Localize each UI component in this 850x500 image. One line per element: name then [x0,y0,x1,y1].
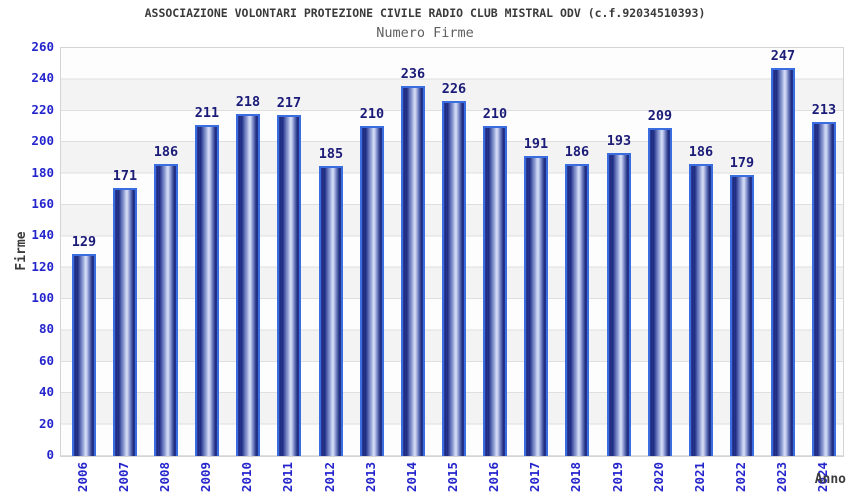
y-tick-label: 20 [38,415,54,431]
bar-2008 [154,164,178,456]
bar-2010 [236,114,260,456]
bar-value-label: 129 [71,234,97,250]
x-tick-label-2015: 2015 [445,461,460,493]
bar-value-label: 186 [688,144,714,160]
y-axis-label: Firme [14,231,29,271]
bar-2020 [648,128,672,456]
bar-value-label: 193 [606,133,632,149]
bar-value-label: 210 [482,106,508,122]
x-tick-label-2019: 2019 [610,461,625,493]
bar-value-label: 226 [441,81,467,97]
y-tick-label: 180 [31,164,54,180]
bar-value-label: 236 [400,66,426,82]
x-tick-label-2008: 2008 [157,461,172,493]
y-tick-label: 260 [31,39,54,54]
bar-value-label: 213 [811,102,837,118]
x-tick-label-2010: 2010 [239,461,254,493]
bar-2024 [812,122,836,456]
bar-2018 [565,164,589,456]
bar-value-label: 210 [359,106,385,122]
y-tick-label: 120 [31,258,54,274]
x-tick-label-2022: 2022 [733,461,748,493]
bar-value-label: 186 [564,144,590,160]
x-tick-label-2023: 2023 [774,461,789,493]
bar-value-label: 186 [153,144,179,160]
y-tick-label: 140 [31,227,54,243]
x-tick-label-2020: 2020 [651,461,666,493]
bar-2009 [195,125,219,456]
x-tick-label-2007: 2007 [116,461,131,493]
bar-value-label: 209 [647,108,673,124]
bar-2014 [401,86,425,456]
y-tick-label: 200 [31,133,54,149]
bar-value-label: 211 [194,105,220,121]
bar-value-label: 171 [112,168,138,184]
bar-2012 [319,166,343,456]
bar-2022 [730,175,754,456]
bar-value-label: 218 [235,94,261,110]
bar-value-label: 179 [729,155,755,171]
bar-2016 [483,126,507,456]
y-tick-label: 160 [31,195,54,211]
bar-value-label: 185 [318,146,344,162]
bar-2023 [771,68,795,456]
y-tick-label: 220 [31,101,54,117]
y-tick-label: 100 [31,290,54,306]
x-tick-label-2021: 2021 [692,461,707,493]
chart-subtitle: Numero Firme [376,25,474,41]
bar-2021 [689,164,713,456]
y-tick-label: 0 [46,447,54,462]
bar-value-label: 191 [523,136,549,152]
bar-value-label: 247 [770,48,796,64]
bar-2011 [277,115,301,456]
bar-2019 [607,153,631,456]
x-tick-label-2014: 2014 [404,461,419,493]
chart-plot-area: 129 171 186 211 218 217 185 210 236 226 210 191 186 1… [60,47,844,457]
x-tick-label-2016: 2016 [486,461,501,493]
bar-value-label: 217 [276,95,302,111]
x-tick-label-2006: 2006 [75,461,90,493]
x-tick-label-2011: 2011 [280,461,295,493]
chart-title: ASSOCIAZIONE VOLONTARI PROTEZIONE CIVILE… [144,6,706,20]
bar-2017 [524,156,548,456]
bar-2007 [113,188,137,456]
bar-2013 [360,126,384,456]
x-tick-label-2017: 2017 [527,461,542,493]
x-tick-label-2009: 2009 [198,461,213,493]
x-tick-label-2018: 2018 [568,461,583,493]
bar-2006 [72,254,96,456]
y-tick-label: 40 [38,384,54,400]
y-tick-label: 80 [38,321,54,337]
x-axis-label: Anno [814,472,846,487]
x-tick-label-2013: 2013 [363,461,378,493]
y-tick-label: 60 [38,352,54,368]
x-tick-label-2012: 2012 [322,461,337,493]
bar-2015 [442,101,466,456]
y-tick-label: 240 [31,70,54,86]
